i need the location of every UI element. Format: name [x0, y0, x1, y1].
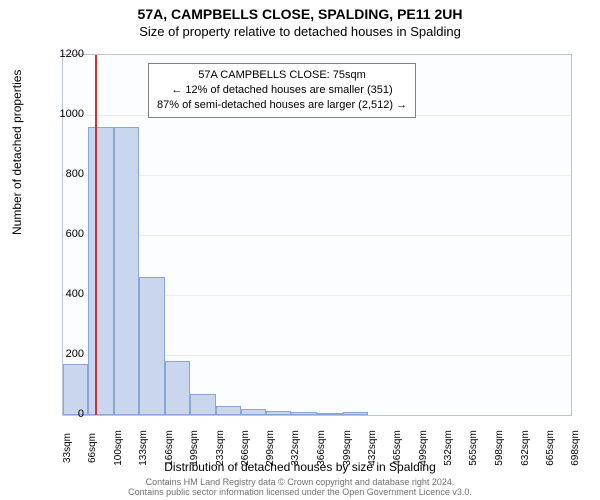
histogram-bar	[266, 411, 291, 415]
x-tick: 698sqm	[570, 418, 581, 478]
x-tick: 399sqm	[342, 418, 353, 478]
histogram-bar	[190, 394, 216, 415]
x-tick: 233sqm	[215, 418, 226, 478]
y-axis-label: Number of detached properties	[10, 70, 24, 235]
plot-area: 57A CAMPBELLS CLOSE: 75sqm ← 12% of deta…	[62, 54, 572, 416]
annotation-line-3: 87% of semi-detached houses are larger (…	[157, 98, 407, 113]
x-tick: 632sqm	[520, 418, 531, 478]
annotation-line-2: ← 12% of detached houses are smaller (35…	[157, 83, 407, 98]
title-sub: Size of property relative to detached ho…	[0, 24, 600, 39]
x-tick: 432sqm	[367, 418, 378, 478]
x-tick: 299sqm	[265, 418, 276, 478]
histogram-bar	[216, 406, 241, 415]
y-tick: 800	[40, 168, 84, 180]
chart-titles: 57A, CAMPBELLS CLOSE, SPALDING, PE11 2UH…	[0, 0, 600, 39]
x-tick: 499sqm	[418, 418, 429, 478]
x-tick: 100sqm	[113, 418, 124, 478]
x-tick: 133sqm	[138, 418, 149, 478]
histogram-bar	[88, 127, 114, 415]
x-tick: 199sqm	[189, 418, 200, 478]
histogram-bar	[291, 412, 317, 415]
y-tick: 400	[40, 288, 84, 300]
chart-area: 57A CAMPBELLS CLOSE: 75sqm ← 12% of deta…	[62, 54, 572, 416]
x-tick: 465sqm	[392, 418, 403, 478]
footer-line-2: Contains public sector information licen…	[0, 488, 600, 498]
histogram-bar	[343, 412, 368, 415]
x-tick: 166sqm	[164, 418, 175, 478]
x-tick: 665sqm	[545, 418, 556, 478]
chart-footer: Contains HM Land Registry data © Crown c…	[0, 478, 600, 498]
x-tick: 532sqm	[443, 418, 454, 478]
annotation-line-1: 57A CAMPBELLS CLOSE: 75sqm	[157, 68, 407, 83]
reference-line	[95, 55, 97, 415]
x-tick: 598sqm	[494, 418, 505, 478]
histogram-bar	[114, 127, 139, 415]
y-tick: 600	[40, 228, 84, 240]
x-tick: 266sqm	[240, 418, 251, 478]
histogram-bar	[165, 361, 190, 415]
x-tick: 565sqm	[468, 418, 479, 478]
x-tick: 33sqm	[62, 418, 73, 478]
histogram-bar	[139, 277, 164, 415]
y-tick: 200	[40, 348, 84, 360]
x-tick: 66sqm	[87, 418, 98, 478]
y-tick: 1200	[40, 48, 84, 60]
title-main: 57A, CAMPBELLS CLOSE, SPALDING, PE11 2UH	[0, 6, 600, 22]
annotation-box: 57A CAMPBELLS CLOSE: 75sqm ← 12% of deta…	[148, 63, 416, 118]
histogram-bar	[241, 409, 266, 415]
x-tick: 366sqm	[316, 418, 327, 478]
histogram-bar	[317, 413, 342, 415]
x-tick: 332sqm	[290, 418, 301, 478]
y-tick: 1000	[40, 108, 84, 120]
